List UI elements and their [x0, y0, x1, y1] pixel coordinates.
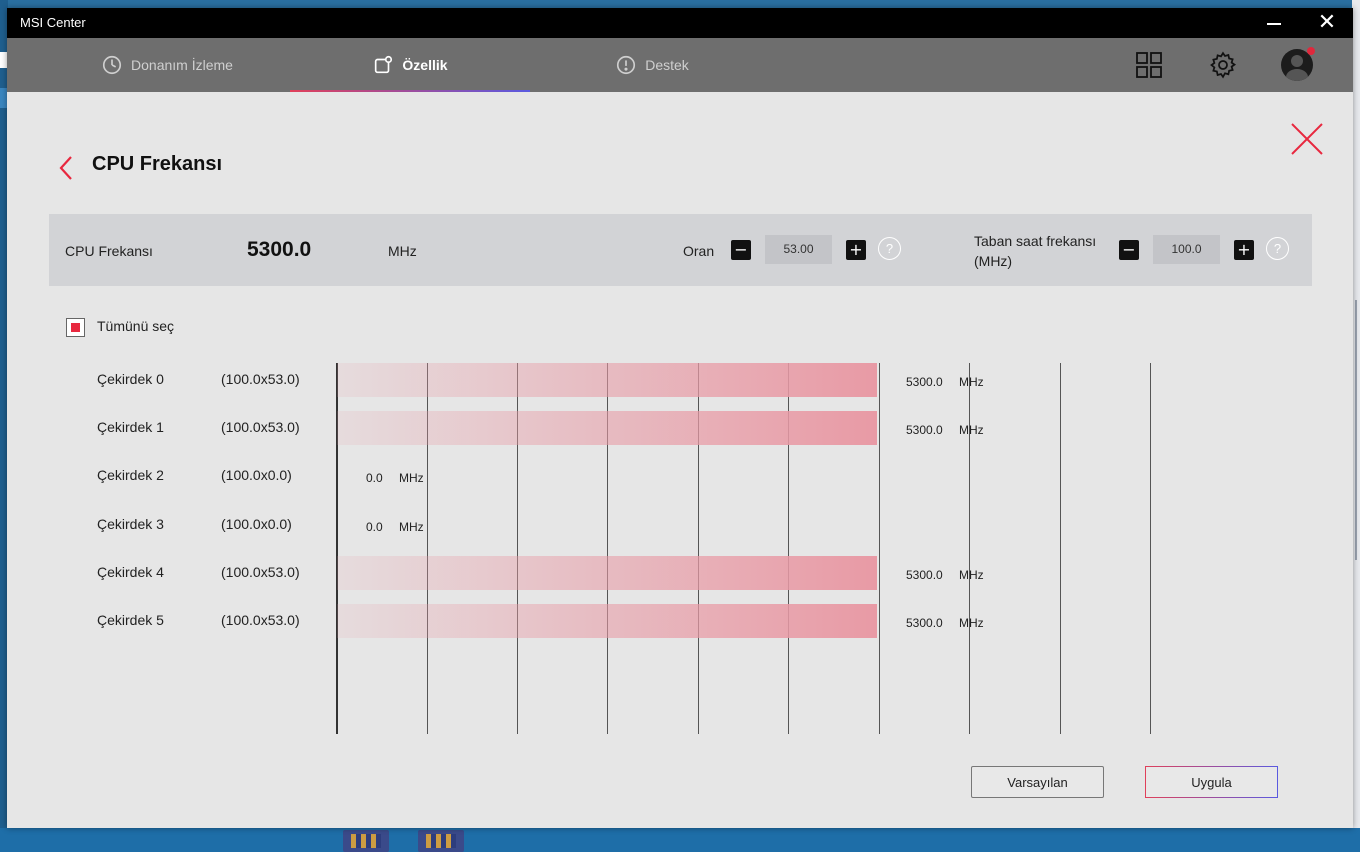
core-ratio: (100.0x53.0) — [221, 564, 300, 580]
select-all-label: Tümünü seç — [97, 318, 175, 334]
core-ratio: (100.0x0.0) — [221, 467, 292, 483]
window-close-button[interactable]: ✕ — [1317, 10, 1337, 35]
ratio-decrease-button[interactable]: − — [731, 240, 751, 260]
ratio-help-icon[interactable]: ? — [878, 237, 901, 260]
core-name: Çekirdek 4 — [97, 564, 164, 580]
core-ratio: (100.0x53.0) — [221, 419, 300, 435]
cpu-frequency-value: 5300.0 — [247, 238, 312, 261]
core-frequency-bar[interactable] — [337, 411, 877, 445]
core-name: Çekirdek 2 — [97, 467, 164, 483]
chart-grid-line — [879, 363, 880, 734]
core-ratio: (100.0x0.0) — [221, 516, 292, 532]
core-frequency-bar[interactable] — [337, 363, 877, 397]
cpu-frequency-summary-panel: CPU Frekansı 5300.0 MHz Oran − 53.00 + ?… — [49, 214, 1312, 286]
base-clock-label: Taban saat frekansı — [974, 233, 1097, 249]
minimize-button[interactable] — [1251, 8, 1297, 38]
tab-donanim-izleme[interactable]: Donanım İzleme — [97, 38, 237, 92]
chart-grid-line — [1150, 363, 1151, 734]
core-ratio: (100.0x53.0) — [221, 371, 300, 387]
select-all-checkbox[interactable] — [66, 318, 85, 337]
user-avatar[interactable] — [1281, 47, 1315, 81]
chart-axis-line — [336, 363, 338, 734]
ratio-increase-button[interactable]: + — [846, 240, 866, 260]
default-button[interactable]: Varsayılan — [971, 766, 1104, 798]
base-clock-help-icon[interactable]: ? — [1266, 237, 1289, 260]
msi-center-window: MSI Center ✕ Donanım İzleme Özellik Dest… — [7, 8, 1353, 828]
core-frequency-unit: MHz — [959, 423, 984, 437]
close-page-icon[interactable] — [1290, 122, 1324, 156]
cpu-frequency-unit: MHz — [388, 243, 417, 259]
title-bar: MSI Center ✕ — [7, 8, 1353, 38]
core-frequency-value: 5300.0 — [906, 568, 943, 582]
chart-grid-line — [1060, 363, 1061, 734]
core-frequency-bar[interactable] — [337, 604, 877, 638]
chart-grid-line — [788, 363, 789, 734]
core-frequency-value: 5300.0 — [906, 616, 943, 630]
core-frequency-value: 5300.0 — [906, 423, 943, 437]
base-clock-unit-label: (MHz) — [974, 253, 1013, 269]
core-frequency-value: 0.0 — [366, 471, 383, 485]
back-arrow-icon[interactable] — [57, 154, 75, 182]
alert-circle-icon — [617, 55, 636, 75]
window-title: MSI Center — [20, 15, 86, 30]
core-frequency-value: 0.0 — [366, 520, 383, 534]
core-ratio: (100.0x53.0) — [221, 612, 300, 628]
apply-button[interactable]: Uygula — [1145, 766, 1278, 798]
taskbar-app-icon[interactable] — [418, 830, 464, 852]
tab-label: Donanım İzleme — [131, 57, 233, 73]
chart-grid-line — [607, 363, 608, 734]
desktop-right-edge — [1352, 0, 1360, 852]
core-frequency-bar[interactable] — [337, 556, 877, 590]
chart-grid-line — [969, 363, 970, 734]
grid-apps-icon[interactable] — [1133, 49, 1165, 81]
base-clock-increase-button[interactable]: + — [1234, 240, 1254, 260]
chart-grid-line — [517, 363, 518, 734]
gear-icon[interactable] — [1207, 49, 1239, 81]
tab-destek[interactable]: Destek — [597, 38, 707, 92]
avatar-icon — [1281, 49, 1313, 81]
feature-icon — [375, 55, 393, 74]
core-frequency-unit: MHz — [399, 471, 424, 485]
taskbar-app-icon[interactable] — [343, 830, 389, 852]
base-clock-input[interactable]: 100.0 — [1153, 235, 1220, 264]
tab-label: Destek — [645, 57, 689, 73]
notification-dot — [1307, 47, 1315, 55]
ratio-label: Oran — [683, 243, 715, 259]
chart-grid-line — [698, 363, 699, 734]
page-title: CPU Frekansı — [92, 153, 223, 175]
core-name: Çekirdek 3 — [97, 516, 164, 532]
taskbar — [0, 828, 1360, 852]
core-name: Çekirdek 0 — [97, 371, 164, 387]
core-frequency-value: 5300.0 — [906, 375, 943, 389]
core-frequency-unit: MHz — [959, 616, 984, 630]
ratio-input[interactable]: 53.00 — [765, 235, 832, 264]
tab-ozellik[interactable]: Özellik — [290, 38, 530, 92]
base-clock-decrease-button[interactable]: − — [1119, 240, 1139, 260]
core-frequency-unit: MHz — [399, 520, 424, 534]
gauge-icon — [102, 55, 122, 75]
core-name: Çekirdek 5 — [97, 612, 164, 628]
top-nav: Donanım İzleme Özellik Destek — [7, 38, 1353, 92]
tab-label: Özellik — [402, 57, 448, 73]
chart-grid-line — [427, 363, 428, 734]
core-frequency-unit: MHz — [959, 375, 984, 389]
core-frequency-unit: MHz — [959, 568, 984, 582]
core-name: Çekirdek 1 — [97, 419, 164, 435]
cpu-frequency-label: CPU Frekansı — [65, 243, 153, 259]
